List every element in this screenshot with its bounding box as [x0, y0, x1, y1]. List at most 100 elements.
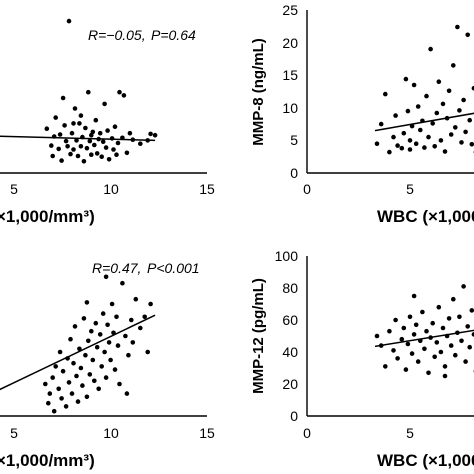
data-point — [112, 124, 118, 129]
data-point — [102, 101, 107, 107]
data-point — [106, 157, 112, 162]
data-point — [114, 152, 119, 157]
data-point — [420, 309, 425, 315]
y-tick-label: 100 — [275, 248, 299, 264]
data-point — [438, 138, 444, 143]
x-tick-label: 5 — [10, 425, 18, 441]
x-tick-label: 10 — [103, 425, 119, 441]
data-point — [78, 144, 84, 149]
data-point — [46, 400, 51, 406]
data-point — [81, 316, 87, 321]
data-point — [457, 108, 462, 113]
data-point — [378, 121, 384, 127]
data-point — [403, 76, 409, 82]
data-point — [68, 336, 73, 342]
data-point — [401, 325, 407, 331]
data-point — [411, 332, 417, 337]
data-point — [93, 117, 99, 123]
data-point — [81, 159, 87, 164]
data-point — [145, 349, 150, 355]
data-point — [71, 147, 76, 152]
data-point — [105, 128, 110, 133]
data-point — [374, 141, 380, 146]
x-tick-label: 0 — [303, 425, 311, 441]
data-point — [114, 314, 119, 320]
data-point — [66, 18, 72, 24]
data-point — [83, 125, 88, 131]
data-point — [467, 344, 473, 350]
data-point — [112, 367, 118, 372]
data-point — [440, 325, 446, 331]
data-point — [124, 391, 130, 396]
data-point — [89, 328, 94, 334]
data-point — [47, 391, 53, 396]
points-group — [43, 274, 153, 414]
data-point — [117, 89, 122, 95]
data-point — [66, 380, 72, 385]
data-point — [50, 153, 55, 159]
data-point — [89, 132, 94, 138]
data-point — [415, 104, 421, 109]
x-tick-label: 15 — [199, 425, 215, 441]
data-point — [422, 346, 427, 352]
data-point — [56, 146, 61, 152]
data-point — [422, 145, 427, 150]
data-point — [405, 108, 411, 114]
data-point — [43, 381, 48, 387]
data-point — [103, 145, 109, 150]
data-point — [124, 150, 130, 156]
data-point — [86, 89, 91, 95]
x-tick-label: 5 — [10, 181, 18, 197]
data-point — [451, 63, 456, 68]
data-point — [138, 325, 143, 331]
panel-bottom-left: R=0.47, P<0.001 5 10 15 WBC (×1,000/mm³) — [0, 260, 215, 470]
data-point — [448, 132, 454, 137]
data-point — [49, 143, 54, 148]
data-point — [442, 373, 448, 379]
data-point — [127, 130, 133, 136]
data-point — [102, 349, 107, 355]
data-point — [409, 351, 415, 356]
y-tick-label: 20 — [282, 35, 298, 51]
data-point — [78, 365, 84, 371]
data-point — [442, 364, 448, 369]
data-point — [94, 151, 100, 156]
points-group — [374, 284, 474, 379]
data-point — [87, 138, 93, 144]
data-point — [130, 340, 136, 345]
data-point — [109, 301, 115, 307]
data-point — [126, 352, 131, 358]
data-point — [395, 356, 400, 361]
data-point — [374, 333, 380, 339]
data-point — [105, 322, 110, 328]
y-tick-label: 10 — [282, 100, 298, 116]
data-point — [440, 101, 446, 107]
data-point — [415, 359, 421, 364]
data-point — [395, 143, 400, 148]
y-tick-label: 15 — [282, 67, 298, 83]
data-point — [103, 274, 109, 280]
data-point — [68, 151, 73, 157]
x-axis-label: WBC (×1,000/mm³) — [377, 207, 474, 226]
data-point — [69, 391, 75, 396]
data-point — [72, 324, 78, 329]
regression-line — [374, 329, 474, 348]
data-point — [413, 141, 419, 146]
data-point — [463, 359, 468, 364]
points-group — [374, 24, 474, 155]
data-point — [77, 346, 82, 352]
regression-line — [0, 314, 156, 391]
data-point — [393, 317, 398, 323]
data-point — [84, 145, 90, 151]
stat-r: R=0.47, — [92, 260, 141, 276]
data-point — [469, 308, 474, 313]
data-point — [120, 280, 125, 286]
data-point — [63, 138, 69, 144]
data-point — [44, 126, 50, 131]
regression-line — [0, 135, 156, 142]
y-tick-label: 20 — [282, 376, 298, 392]
data-point — [97, 130, 103, 136]
data-point — [96, 386, 101, 392]
data-point — [430, 121, 436, 126]
data-point — [57, 132, 63, 137]
